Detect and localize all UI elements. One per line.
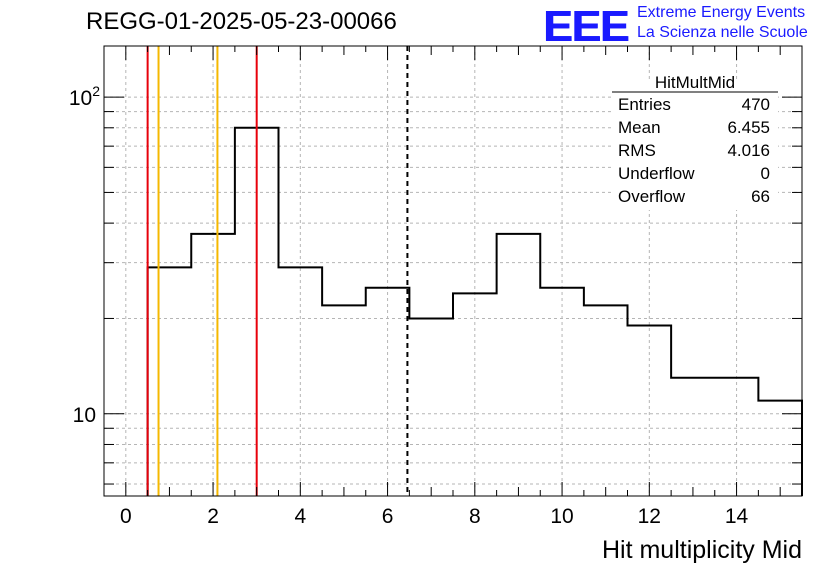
histogram-bin <box>148 267 192 496</box>
x-tick-label: 6 <box>382 505 394 528</box>
x-tick-label: 12 <box>638 505 661 528</box>
histogram <box>146 126 803 496</box>
logo-line-2: La Scienza nelle Scuole <box>637 24 808 41</box>
stats-box: HitMultMid Entries 470 Mean 6.455 RMS 4.016 Und… <box>612 73 778 210</box>
grid <box>104 46 802 496</box>
marker-lines <box>146 46 409 496</box>
x-tick-label: 4 <box>294 505 306 528</box>
x-tick-label: 14 <box>725 505 749 528</box>
x-tick-label: 8 <box>469 505 481 528</box>
run-title: REGG-01-2025-05-23-00066 <box>86 8 397 35</box>
histogram-bin <box>322 305 366 496</box>
stats-row-label: Entries <box>618 95 671 114</box>
histogram-bin <box>628 326 672 496</box>
stats-row-value: 66 <box>751 187 770 206</box>
stats-box-bg <box>612 80 778 210</box>
stats-row-value: 0 <box>761 164 770 183</box>
histogram-bin <box>758 401 802 496</box>
stats-row-label: RMS <box>618 141 656 160</box>
stats-row-label: Underflow <box>618 164 695 183</box>
histogram-bin <box>715 378 759 496</box>
stats-row-label: Mean <box>618 118 661 137</box>
y-tick-label: 102 <box>69 83 100 110</box>
stats-row-value: 4.016 <box>727 141 770 160</box>
histogram-bin <box>540 288 584 496</box>
histogram-bin <box>191 234 235 496</box>
stats-box-title: HitMultMid <box>655 73 735 92</box>
logo-line-1: Extreme Energy Events <box>637 4 806 21</box>
histogram-bin <box>453 293 497 496</box>
x-tick-label: 2 <box>207 505 219 528</box>
stats-row-label: Overflow <box>618 187 686 206</box>
histogram-bin <box>671 378 715 496</box>
ticks: 0 2 4 6 8 10 12 14 10 102 <box>69 46 803 528</box>
stats-row-value: 6.455 <box>727 118 770 137</box>
histogram-bin <box>497 234 541 496</box>
eee-logo: EEE <box>543 2 629 51</box>
histogram-bin <box>279 267 323 496</box>
x-tick-label: 10 <box>550 505 573 528</box>
histogram-bin <box>409 318 453 496</box>
histogram-outline <box>146 126 803 496</box>
stats-row-value: 470 <box>742 95 770 114</box>
y-tick-label: 10 <box>73 404 96 427</box>
x-tick-label: 0 <box>120 505 132 528</box>
x-axis-label: Hit multiplicity Mid <box>601 536 802 564</box>
histogram-bin <box>584 305 628 496</box>
histogram-bin <box>366 288 410 496</box>
